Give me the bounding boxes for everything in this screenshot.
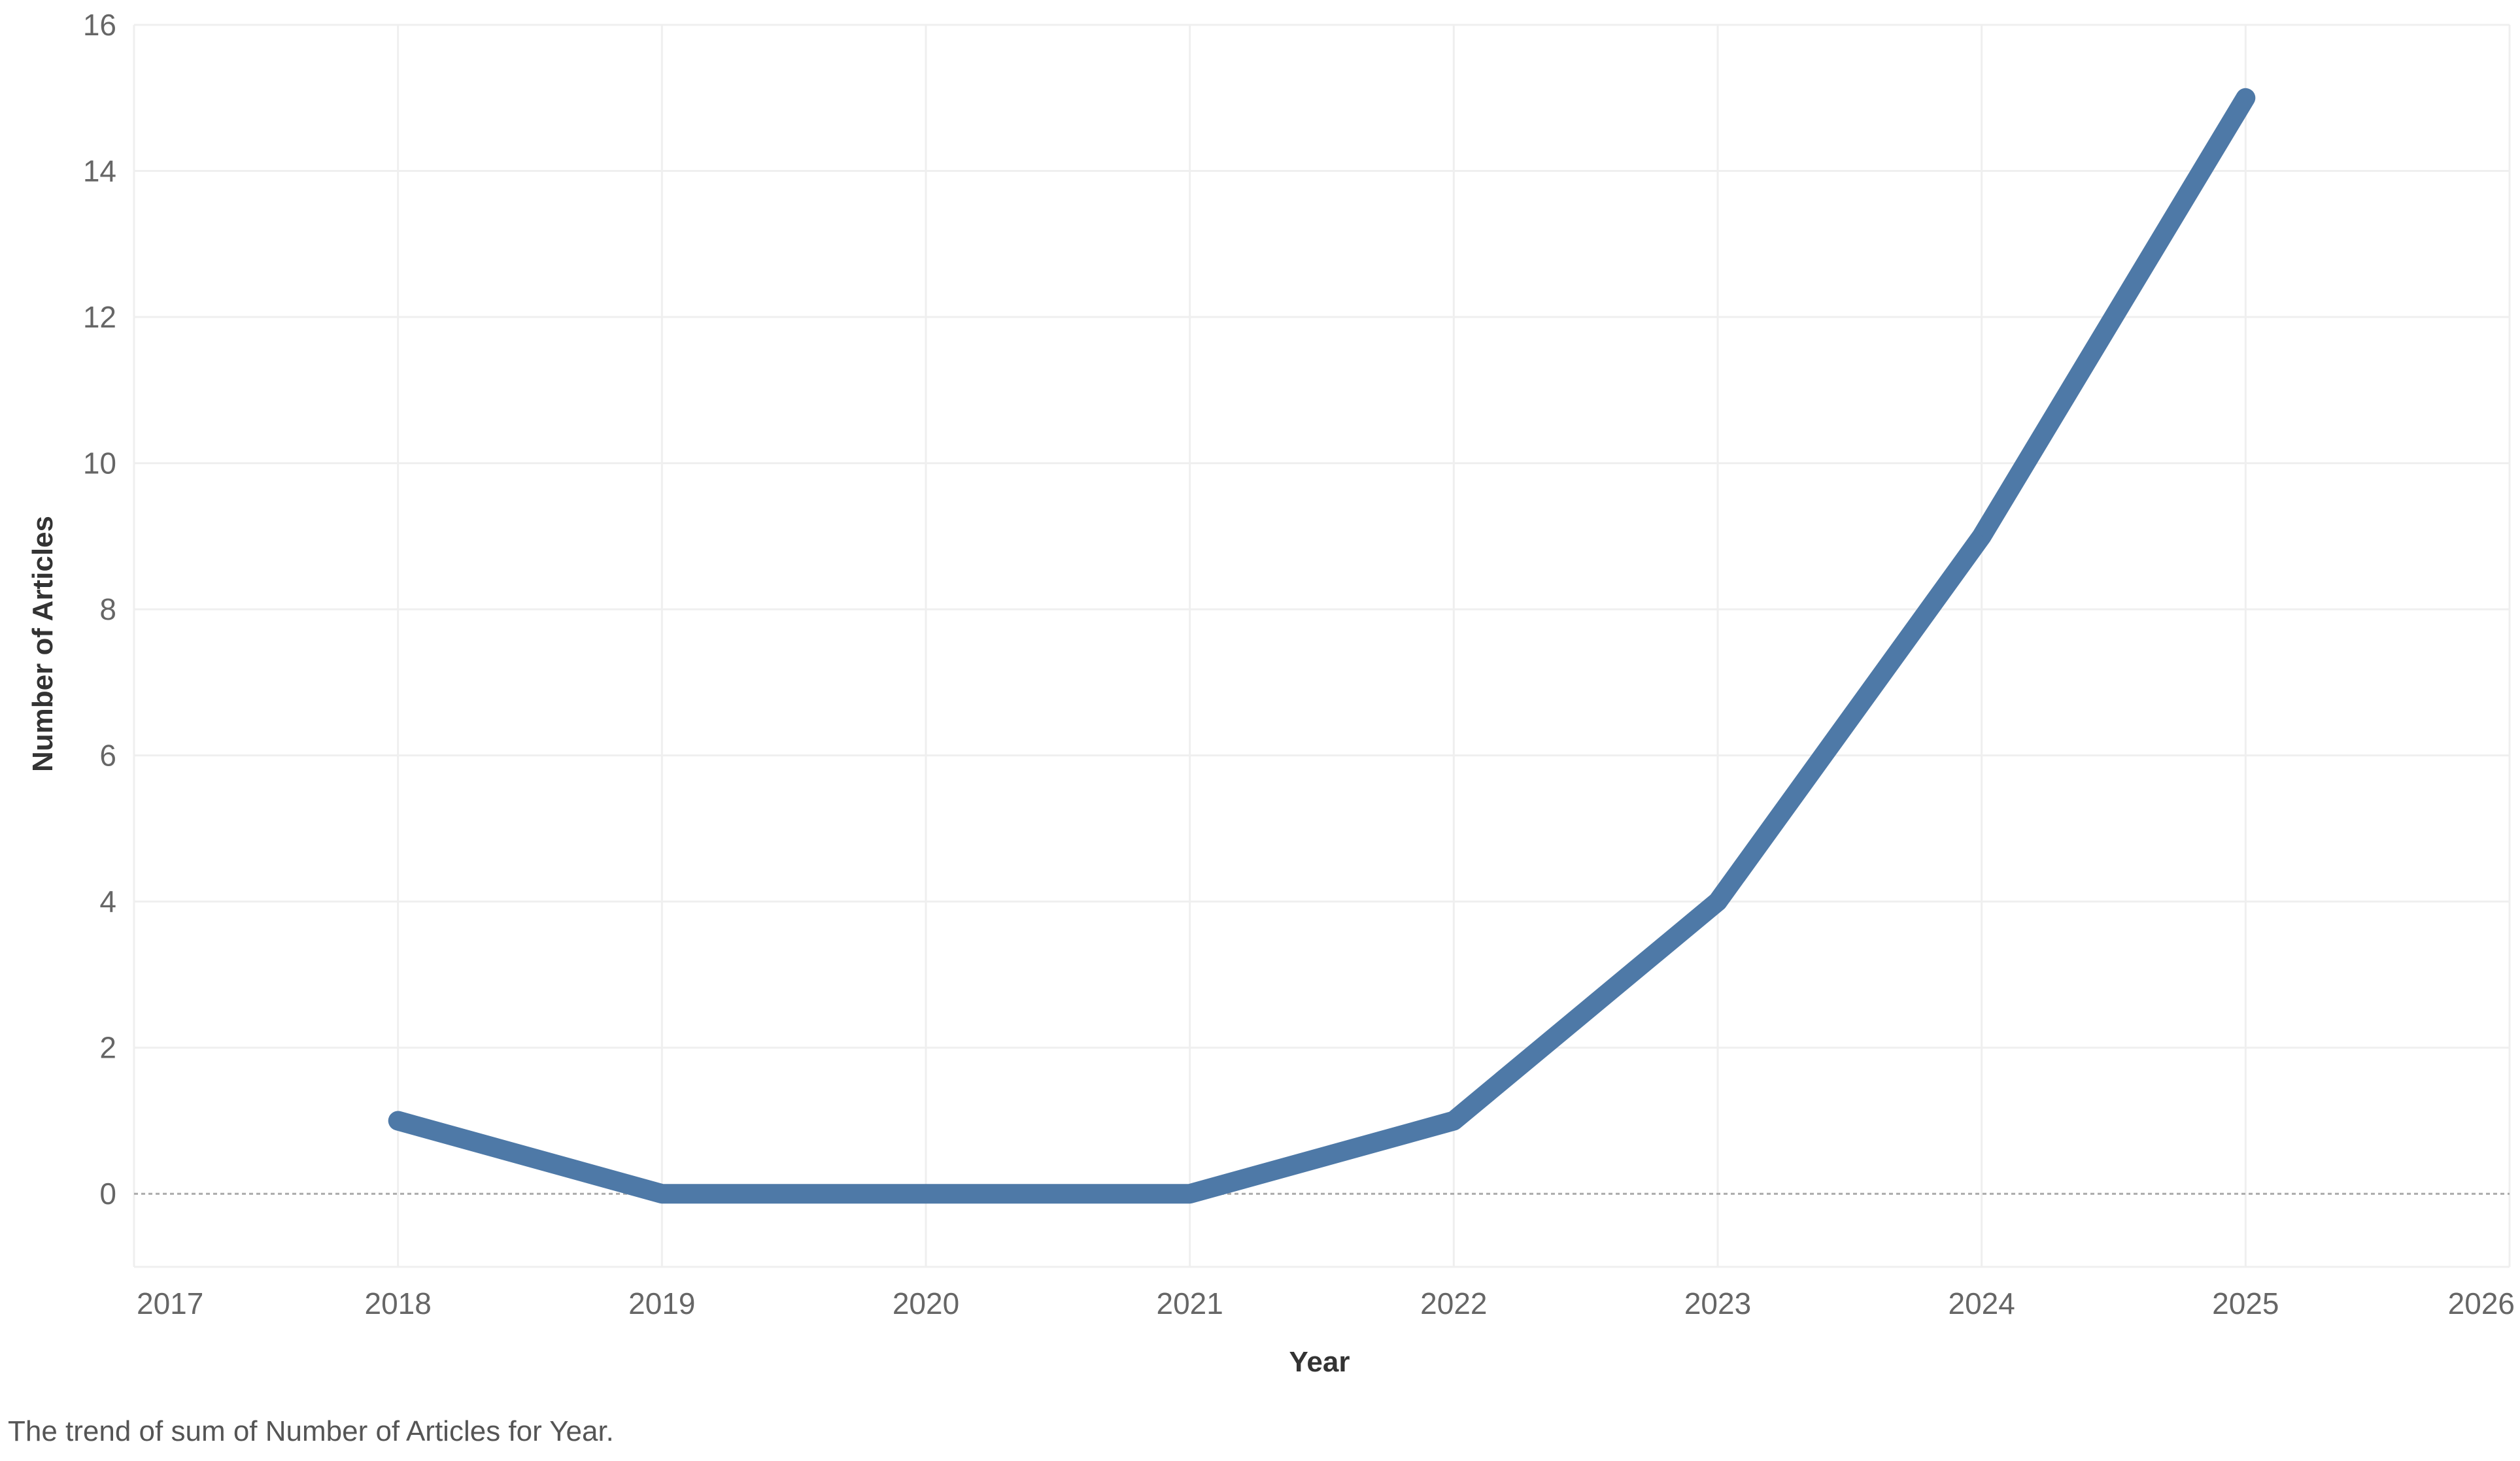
- data-point: [1981, 535, 1983, 537]
- y-tick-label: 16: [83, 8, 116, 42]
- data-point: [1189, 1193, 1191, 1195]
- y-axis-title: Number of Articles: [27, 516, 59, 772]
- x-axis-ticks: 2017 2018 2019 2020 2021 2022 2023 2024 2025 2026: [137, 1286, 2515, 1320]
- x-tick-label: 2022: [1420, 1286, 1487, 1320]
- x-tick-label: 2025: [2212, 1286, 2279, 1320]
- y-tick-label: 8: [99, 592, 116, 626]
- y-tick-label: 6: [99, 739, 116, 773]
- x-tick-label: 2019: [628, 1286, 695, 1320]
- x-tick-label: 2021: [1156, 1286, 1223, 1320]
- data-point: [925, 1193, 927, 1195]
- data-point: [661, 1193, 663, 1195]
- series-line-0: [388, 88, 2256, 1204]
- y-tick-label: 4: [99, 884, 116, 918]
- y-tick-label: 14: [83, 154, 116, 188]
- y-tick-label: 0: [99, 1177, 116, 1211]
- data-point: [2245, 97, 2247, 99]
- y-axis-ticks: 0 2 4 6 8 10 12 14 16: [83, 8, 116, 1211]
- y-tick-label: 12: [83, 300, 116, 334]
- x-tick-label: 2020: [893, 1286, 959, 1320]
- data-point: [397, 1120, 399, 1122]
- y-tick-label: 10: [83, 446, 116, 480]
- data-point: [1717, 901, 1718, 903]
- x-tick-label: 2026: [2448, 1286, 2515, 1320]
- data-point: [1453, 1120, 1455, 1122]
- chart-caption: The trend of sum of Number of Articles f…: [8, 1415, 614, 1447]
- x-tick-label: 2017: [137, 1286, 203, 1320]
- series-line-layer: [388, 88, 2256, 1204]
- y-tick-label: 2: [99, 1031, 116, 1065]
- x-tick-label: 2023: [1684, 1286, 1751, 1320]
- x-axis-title: Year: [1289, 1346, 1350, 1378]
- x-tick-label: 2024: [1948, 1286, 2015, 1320]
- grid-lines: [133, 24, 2511, 1268]
- x-tick-label: 2018: [364, 1286, 431, 1320]
